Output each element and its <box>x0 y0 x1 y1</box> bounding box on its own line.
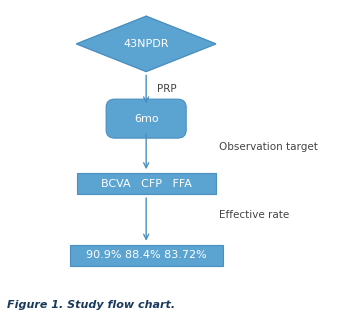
Text: Figure 1. Study flow chart.: Figure 1. Study flow chart. <box>7 301 175 310</box>
Text: 90.9% 88.4% 83.72%: 90.9% 88.4% 83.72% <box>86 250 206 260</box>
Polygon shape <box>77 16 216 72</box>
FancyBboxPatch shape <box>77 173 216 194</box>
FancyBboxPatch shape <box>70 244 223 266</box>
Text: BCVA   CFP   FFA: BCVA CFP FFA <box>101 179 192 188</box>
Text: Observation target: Observation target <box>219 142 318 152</box>
FancyBboxPatch shape <box>106 99 186 138</box>
Text: PRP: PRP <box>157 84 176 94</box>
Text: 6mo: 6mo <box>134 114 158 124</box>
Text: Effective rate: Effective rate <box>219 210 290 219</box>
Text: 43NPDR: 43NPDR <box>124 39 169 49</box>
